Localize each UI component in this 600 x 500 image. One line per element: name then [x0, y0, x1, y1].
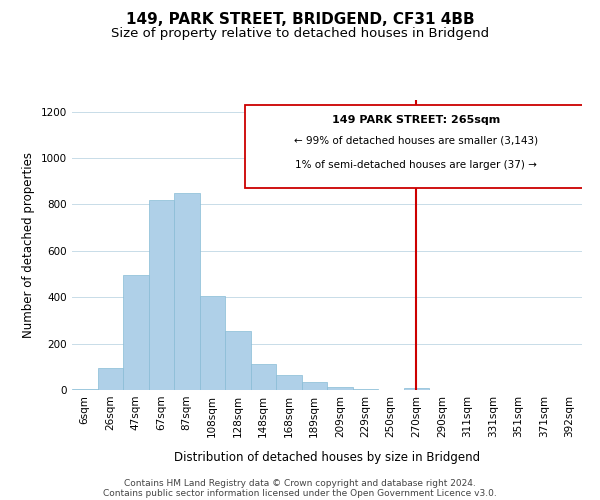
Bar	[404, 388, 429, 390]
Bar	[123, 275, 149, 390]
X-axis label: Distribution of detached houses by size in Bridgend: Distribution of detached houses by size …	[174, 451, 480, 464]
Text: 1% of semi-detached houses are larger (37) →: 1% of semi-detached houses are larger (3…	[295, 160, 537, 170]
Bar	[327, 386, 353, 390]
Bar	[174, 193, 199, 390]
Bar	[149, 200, 174, 390]
Bar	[97, 368, 123, 390]
Text: Contains public sector information licensed under the Open Government Licence v3: Contains public sector information licen…	[103, 488, 497, 498]
Bar	[276, 375, 302, 390]
Text: ← 99% of detached houses are smaller (3,143): ← 99% of detached houses are smaller (3,…	[294, 136, 538, 145]
Bar	[353, 389, 378, 390]
Bar	[199, 296, 225, 390]
Bar	[245, 104, 587, 188]
Bar	[72, 389, 97, 390]
Text: Contains HM Land Registry data © Crown copyright and database right 2024.: Contains HM Land Registry data © Crown c…	[124, 478, 476, 488]
Text: Size of property relative to detached houses in Bridgend: Size of property relative to detached ho…	[111, 28, 489, 40]
Bar	[251, 364, 276, 390]
Bar	[225, 331, 251, 390]
Text: 149 PARK STREET: 265sqm: 149 PARK STREET: 265sqm	[332, 114, 500, 124]
Text: 149, PARK STREET, BRIDGEND, CF31 4BB: 149, PARK STREET, BRIDGEND, CF31 4BB	[125, 12, 475, 28]
Bar	[302, 382, 327, 390]
Y-axis label: Number of detached properties: Number of detached properties	[22, 152, 35, 338]
